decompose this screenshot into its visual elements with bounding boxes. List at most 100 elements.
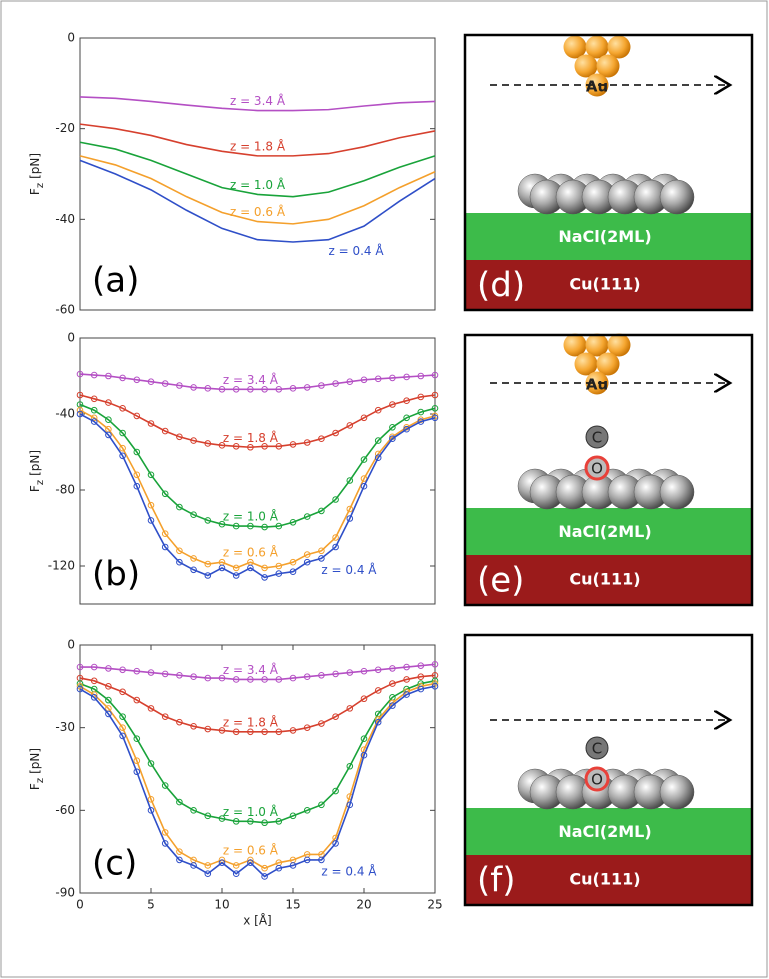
tip-label: Au [586, 376, 608, 394]
series-line [79, 403, 436, 528]
data-point [161, 782, 169, 789]
data-point [332, 543, 339, 551]
data-point [105, 416, 112, 424]
data-point [360, 751, 368, 759]
x-tick-label: 20 [356, 898, 371, 912]
data-point [346, 422, 354, 429]
data-point [374, 406, 382, 414]
data-point [147, 669, 155, 676]
tip-atom [596, 352, 620, 376]
series-label: z = 3.4 Å [230, 93, 286, 108]
data-point [261, 819, 268, 827]
data-point [176, 547, 183, 555]
data-point [261, 728, 268, 736]
data-point [247, 522, 254, 530]
data-point [133, 376, 141, 384]
data-point [275, 676, 283, 683]
data-point [76, 370, 84, 378]
data-point [346, 505, 354, 513]
data-point [133, 448, 141, 456]
data-point [431, 660, 439, 668]
data-point [303, 551, 311, 558]
data-point [417, 662, 425, 669]
data-point [289, 727, 297, 734]
data-point [161, 380, 169, 387]
data-point [332, 534, 339, 541]
data-point [190, 511, 197, 519]
y-tick-label: -60 [55, 803, 75, 817]
data-point [289, 519, 297, 526]
layer-label: Cu(111) [569, 870, 640, 889]
data-point [232, 572, 240, 579]
data-point [232, 862, 240, 869]
data-point [204, 812, 212, 820]
data-point [346, 378, 354, 386]
data-point [176, 433, 183, 441]
data-point [147, 705, 155, 712]
data-point [360, 735, 368, 742]
data-point [119, 724, 126, 731]
data-point [232, 728, 240, 736]
data-point [303, 384, 311, 391]
series-label: z = 1.0 Å [230, 177, 286, 192]
data-point [176, 856, 183, 864]
data-point [374, 687, 382, 694]
data-point [204, 862, 212, 869]
data-point [190, 673, 197, 680]
data-point [176, 503, 183, 511]
tip-atom [585, 73, 609, 97]
data-point [289, 558, 297, 566]
data-point [90, 406, 98, 414]
data-point [403, 397, 410, 405]
data-point [147, 471, 155, 479]
series-label: z = 1.0 Å [223, 804, 279, 819]
data-point [318, 547, 325, 555]
data-point [119, 688, 126, 696]
data-point [90, 663, 98, 671]
data-point [289, 441, 297, 448]
tip-atom [563, 35, 587, 59]
data-point [147, 378, 155, 386]
x-axis-label: x [Å] [243, 913, 272, 928]
cu-layer [465, 260, 752, 310]
y-tick-label: -40 [55, 212, 75, 226]
data-point [190, 384, 197, 391]
series-line [79, 155, 436, 225]
data-point [261, 574, 268, 581]
data-point [218, 674, 226, 682]
data-point [105, 431, 112, 439]
y-label-unit: [pN] [28, 748, 42, 774]
layer-label: NaCl(2ML) [558, 522, 651, 541]
data-point [204, 560, 212, 568]
series-label: z = 1.8 Å [230, 138, 286, 153]
nacl-layer [465, 213, 752, 260]
data-point [275, 562, 283, 570]
data-point [403, 691, 410, 698]
data-point [303, 558, 311, 566]
y-label-unit: [pN] [28, 450, 42, 476]
y-axis-label: Fz [pN] [28, 748, 47, 790]
y-tick-label: -60 [55, 303, 75, 317]
series-label: z = 0.6 Å [230, 204, 286, 219]
data-point [133, 696, 141, 704]
data-point [275, 728, 283, 736]
data-point [346, 477, 354, 484]
series-line [79, 413, 436, 579]
data-point [261, 386, 268, 393]
data-point [133, 735, 141, 742]
data-point [318, 382, 325, 389]
data-point [247, 859, 254, 866]
data-point [261, 864, 268, 872]
data-point [133, 412, 141, 420]
data-point [374, 718, 382, 726]
data-point [261, 443, 268, 450]
y-label-main: F [28, 485, 42, 492]
data-point [161, 840, 169, 847]
data-point [431, 414, 439, 422]
series-line [79, 685, 436, 878]
data-point [119, 732, 126, 740]
data-point [332, 787, 339, 795]
data-point [261, 873, 268, 880]
series-label: z = 1.8 Å [223, 714, 279, 729]
data-point [176, 672, 183, 679]
